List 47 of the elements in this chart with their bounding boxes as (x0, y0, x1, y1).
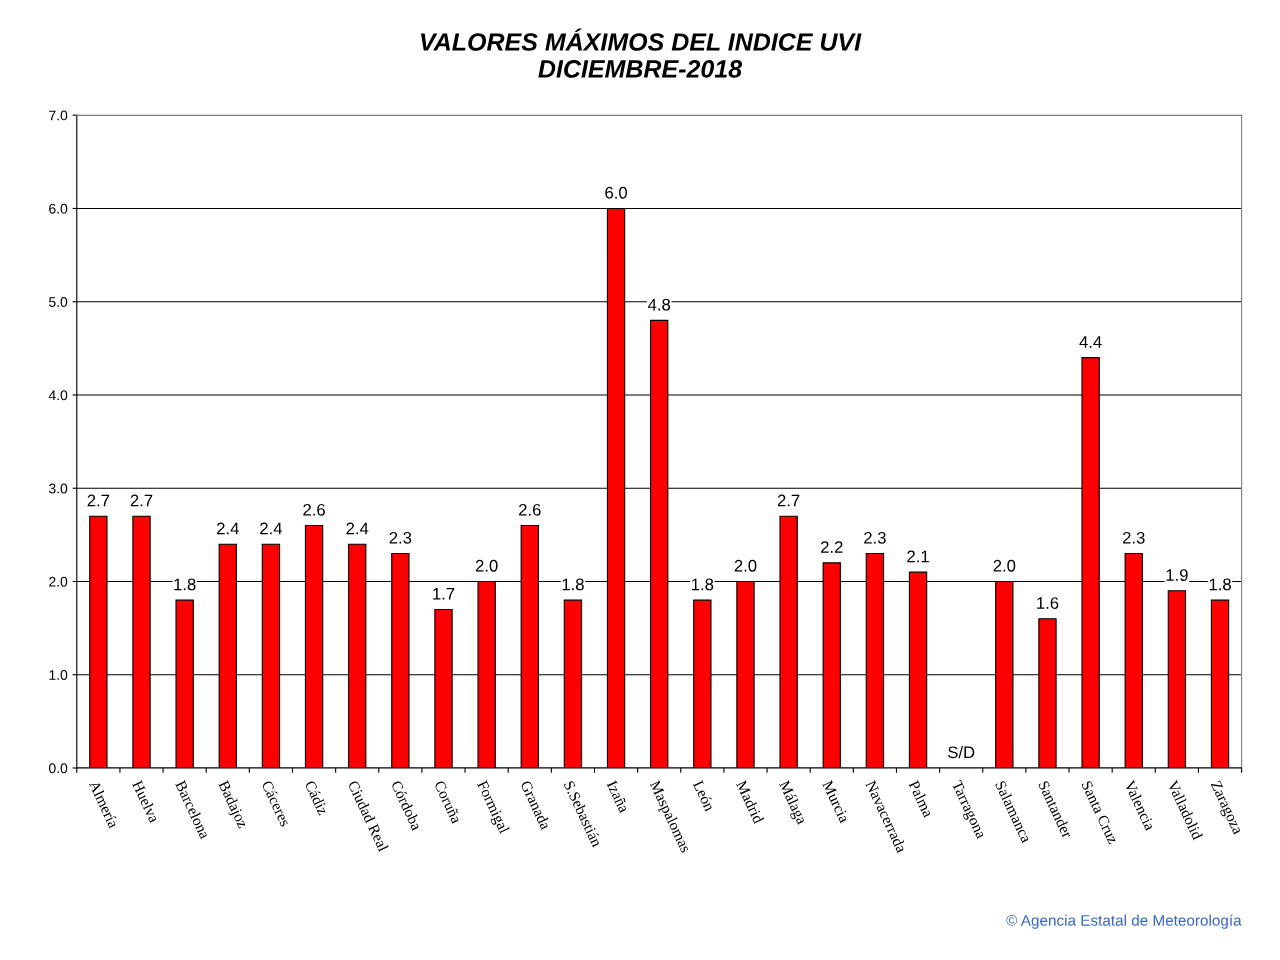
x-tick-label: Coruña (434, 779, 463, 825)
data-label: 2.4 (346, 522, 369, 535)
data-label: 1.6 (1037, 597, 1059, 609)
data-label: 2.7 (130, 494, 153, 507)
text: © Agencia Estatal de Meteorología (1006, 914, 1242, 929)
x-tick-label: Santa Cruz (1081, 780, 1119, 845)
data-label: 2.6 (303, 503, 325, 516)
text: S/D (948, 745, 975, 759)
x-tick-label: León (692, 779, 716, 812)
data-label: 2.7 (777, 494, 800, 507)
data-label: 2.4 (217, 522, 239, 535)
data-label: 2.1 (907, 550, 929, 563)
data-label: 2.3 (1123, 531, 1145, 544)
x-tick-label: Murcia (822, 779, 850, 824)
data-label: 1.7 (433, 588, 455, 600)
data-label: 2.7 (87, 494, 110, 507)
x-tick-label: Cáceres (261, 779, 292, 828)
y-tick-label: 2.0 (49, 576, 68, 587)
y-tick-label: 1.0 (49, 670, 68, 680)
y-tick-label: 6.0 (49, 203, 68, 214)
data-label: 2.3 (864, 531, 886, 544)
x-tick-label: Izaña (606, 779, 630, 814)
data-label: 1.8 (1209, 578, 1231, 591)
data-label: 2.0 (734, 559, 757, 572)
y-tick-label: 5.0 (49, 297, 68, 307)
x-tick-label: Cádiz (304, 779, 329, 816)
data-label: 2.2 (821, 541, 843, 553)
data-label: 2.4 (260, 522, 283, 535)
x-tick-label: Huelva (131, 779, 161, 824)
y-tick-label: 4.0 (48, 390, 68, 401)
y-tick-label: 7.0 (49, 110, 68, 121)
data-label: 2.3 (389, 531, 412, 544)
data-label: 1.9 (1166, 569, 1188, 581)
data-label: 4.8 (648, 298, 671, 311)
data-label: 2.0 (993, 559, 1016, 572)
y-tick-label: 3.0 (49, 483, 68, 494)
data-label: 1.8 (174, 578, 196, 591)
data-label: 2.6 (519, 503, 541, 516)
data-label: 2.0 (475, 559, 498, 572)
data-label: 4.4 (1079, 336, 1102, 348)
y-tick-label: 0.0 (49, 763, 68, 774)
x-tick-label: Málaga (776, 779, 808, 827)
data-label: 1.8 (692, 578, 714, 591)
data-label: 1.8 (562, 578, 584, 591)
chart-title: VALORES MÁXIMOS DEL INDICE UVI DICIEMBRE-2018 (420, 28, 862, 78)
data-label: 6.0 (605, 186, 627, 199)
x-tick-label: Palma (908, 779, 935, 819)
